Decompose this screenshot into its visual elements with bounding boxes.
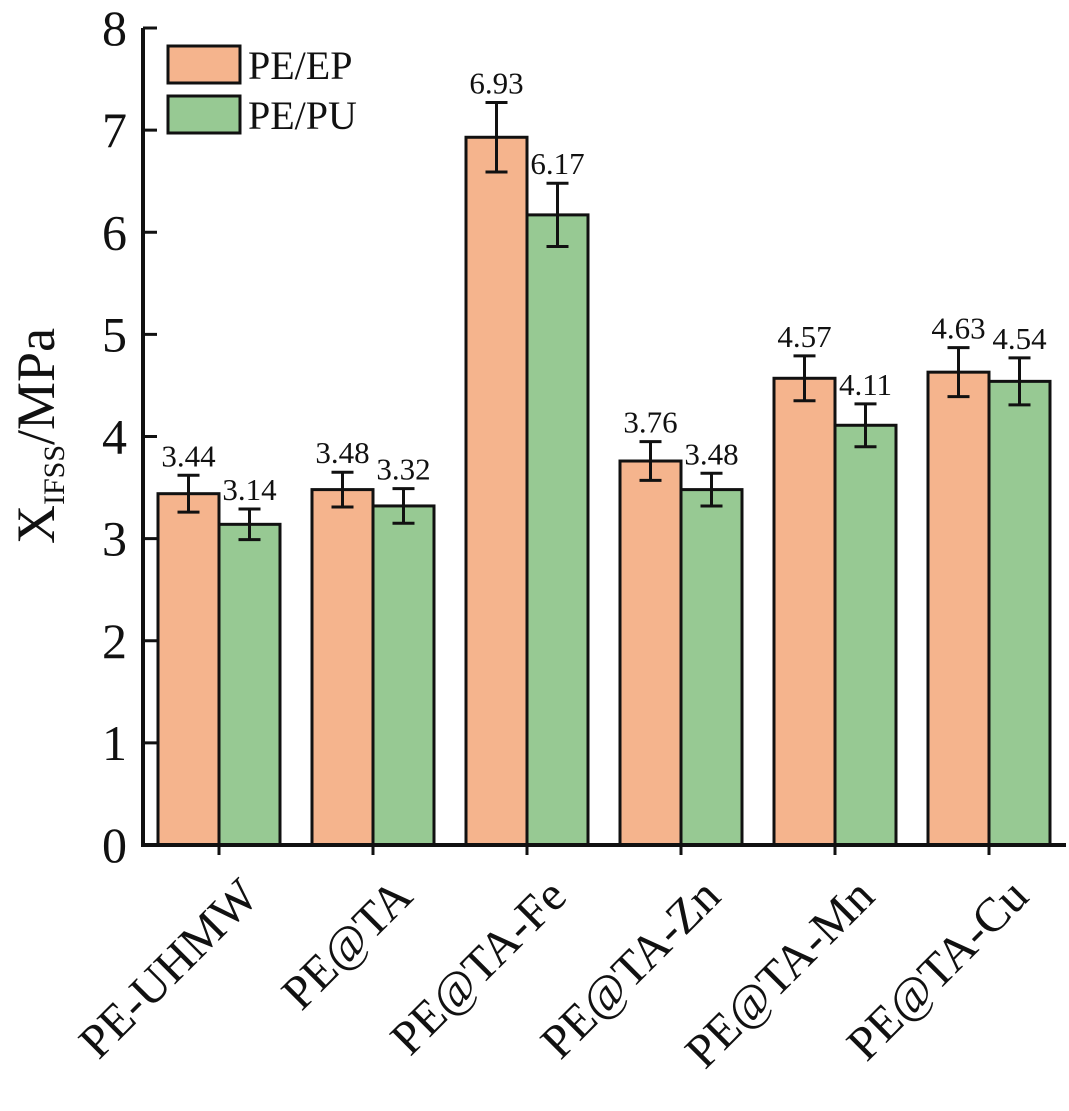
x-labels-layer: PE-UHMW PE@TAPE@TA-FePE@TA-ZnPE@TA-MnPE@T… [69,845,1039,1078]
legend: PE/EP PE/PU [166,43,357,138]
bar-pe-pu-pe-ta-mn [833,423,898,847]
bar-pe-pu-pe-ta-fe [525,213,590,847]
value-label-pe-ep-pe-ta-zn: 3.76 [623,405,677,440]
bar-pe-pu-pe-ta-zn [679,488,744,847]
value-label-pe-ep-pe-ta-fe: 6.93 [469,66,523,101]
bar-pe-pu-pe-ta [371,504,436,847]
y-tick-label-1: 1 [102,715,127,771]
value-labels-layer: 3.443.143.48 3.326.936.173.763.484.574.11… [161,66,1047,507]
bar-pe-ep-pe-ta [310,488,375,847]
y-tick-label-2: 2 [102,613,127,669]
y-tick-label-6: 6 [102,204,127,260]
y-tick-label-4: 4 [102,409,127,465]
bar-pe-ep-pe-ta-mn [772,376,837,847]
value-label-pe-ep-pe-ta-cu: 4.63 [931,311,985,346]
x-tick-label-pe-uhmw: PE-UHMW [69,869,269,1069]
value-label-pe-pu-pe-ta: 3.32 [376,452,430,487]
y-axis-label-subscript: IFSS [38,445,71,505]
legend-swatch-pe-ep [166,44,242,85]
y-tick-label-3: 3 [102,511,127,567]
bars-layer [156,135,1052,847]
y-axis-label: XIFSS/MPa [6,328,71,544]
y-tick-label-8: 8 [102,0,127,56]
y-axis-label-main: X [6,505,66,544]
error-bars-layer [177,101,1031,542]
y-tick-label-5: 5 [102,306,127,362]
y-axis-label-unit: /MPa [6,328,66,445]
value-label-pe-ep-pe-ta-mn: 4.57 [777,319,831,354]
bar-pe-ep-pe-ta-fe [464,135,529,847]
value-label-pe-pu-pe-ta-mn: 4.11 [839,367,892,402]
x-tick-label-pe-ta: PE@TA [272,869,423,1020]
bar-pe-pu-pe-ta-cu [987,379,1052,847]
y-tick-label-0: 0 [102,817,127,873]
bar-pe-ep-pe-ta-cu [926,370,991,847]
legend-swatch-pe-pu [166,94,242,135]
value-label-pe-pu-pe-uhmw: 3.14 [222,472,277,507]
legend-label-pe-pu: PE/PU [248,93,357,138]
y-tick-label-7: 7 [102,102,127,158]
bar-pe-ep-pe-ta-zn [618,459,683,847]
value-label-pe-ep-pe-ta: 3.48 [315,435,369,470]
legend-label-pe-ep: PE/EP [248,43,352,88]
value-label-pe-pu-pe-ta-zn: 3.48 [684,436,738,471]
value-label-pe-ep-pe-uhmw: 3.44 [161,438,216,473]
bar-pe-pu-pe-uhmw [217,522,282,847]
value-label-pe-pu-pe-ta-cu: 4.54 [992,321,1047,356]
value-label-pe-pu-pe-ta-fe: 6.17 [530,146,584,181]
bar-pe-ep-pe-uhmw [156,492,221,847]
y-ticks-layer: 0 1 2 3 4 5 6 7 8 [102,0,157,873]
